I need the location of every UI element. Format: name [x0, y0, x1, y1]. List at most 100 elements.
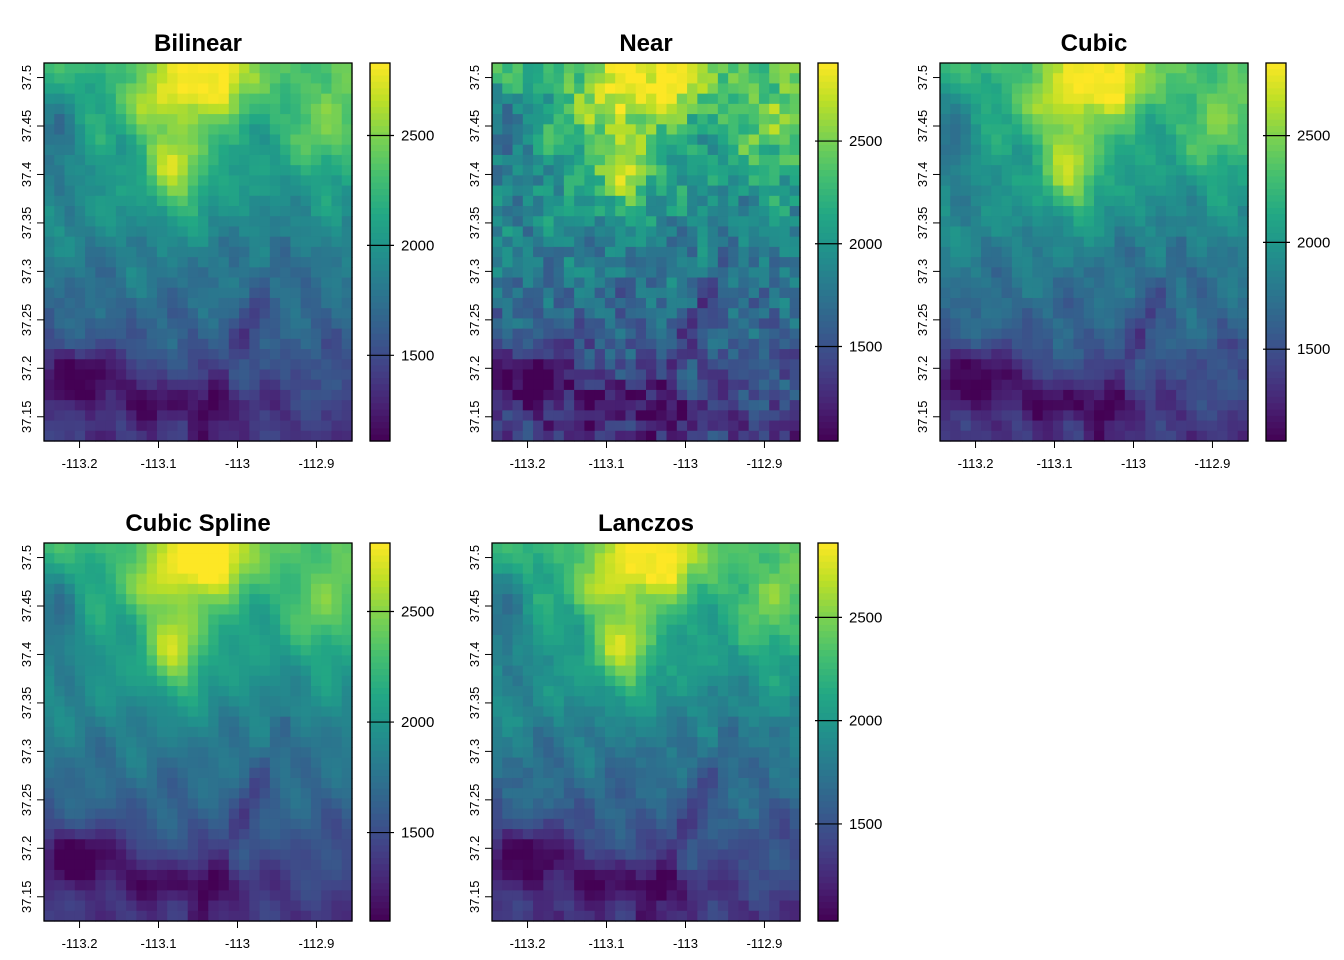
raster-cell — [1052, 267, 1064, 279]
raster-cell — [208, 297, 220, 309]
raster-cell — [310, 706, 322, 718]
raster-cell — [1114, 206, 1126, 217]
raster-cell — [1217, 400, 1229, 411]
raster-cell — [1063, 257, 1075, 268]
raster-cell — [44, 83, 55, 95]
raster-cell — [1135, 318, 1146, 330]
raster-cell — [789, 103, 801, 115]
raster-cell — [136, 880, 148, 891]
raster-cell — [1124, 277, 1136, 289]
colorbar-segment — [1266, 352, 1286, 360]
raster-cell — [198, 900, 209, 912]
raster-cell — [1001, 430, 1013, 442]
raster-cell — [1206, 308, 1218, 320]
raster-cell — [187, 277, 199, 289]
raster-cell — [228, 63, 240, 74]
raster-cell — [136, 645, 148, 656]
raster-cell — [522, 583, 534, 595]
raster-cell — [187, 93, 199, 105]
raster-cell — [44, 665, 55, 677]
raster-cell — [156, 818, 168, 830]
raster-cell — [1196, 349, 1208, 360]
raster-cell — [74, 103, 86, 115]
raster-cell — [341, 359, 353, 371]
raster-cell — [331, 737, 343, 748]
raster-cell — [249, 308, 261, 320]
raster-cell — [553, 124, 565, 136]
raster-cell — [300, 726, 312, 738]
raster-cell — [1001, 226, 1013, 238]
raster-cell — [44, 675, 55, 687]
raster-cell — [1217, 379, 1229, 391]
raster-cell — [553, 144, 565, 156]
raster-cell — [1011, 308, 1023, 320]
raster-cell — [290, 757, 302, 769]
raster-cell — [177, 308, 189, 320]
raster-cell — [522, 430, 534, 442]
raster-cell — [146, 675, 158, 687]
raster-cell — [758, 134, 770, 146]
raster-cell — [594, 165, 606, 176]
raster-cell — [115, 655, 127, 667]
raster-cell — [687, 185, 698, 197]
colorbar-segment — [370, 782, 390, 790]
raster-cell — [218, 379, 230, 391]
raster-cell — [1186, 257, 1198, 268]
raster-cell — [167, 420, 179, 432]
raster-cell — [1135, 226, 1146, 238]
raster-cell — [1104, 287, 1116, 299]
raster-cell — [615, 175, 627, 187]
raster-cell — [1135, 359, 1146, 371]
raster-cell — [1196, 83, 1208, 95]
raster-cell — [64, 829, 76, 840]
raster-cell — [970, 369, 982, 381]
raster-cell — [126, 706, 137, 718]
raster-cell — [1114, 246, 1126, 258]
raster-cell — [64, 216, 76, 228]
raster-cell — [1145, 114, 1157, 125]
plot-frame — [43, 62, 353, 442]
raster-cell — [970, 226, 982, 238]
raster-cell — [1032, 73, 1044, 85]
raster-cell — [594, 175, 606, 187]
raster-cell — [1176, 369, 1187, 381]
raster-cell — [769, 389, 781, 401]
raster-cell — [981, 175, 992, 187]
raster-cell — [136, 543, 148, 554]
raster-cell — [584, 236, 596, 248]
raster-cell — [341, 257, 353, 268]
raster-cell — [1083, 144, 1095, 156]
raster-cell — [331, 379, 343, 391]
raster-cell — [748, 430, 760, 442]
raster-cell — [1094, 318, 1105, 330]
raster-cell — [136, 338, 148, 350]
raster-cell — [156, 236, 168, 248]
raster-cell — [228, 737, 240, 748]
raster-cell — [208, 726, 220, 738]
colorbar-segment — [370, 687, 390, 695]
raster-cell — [290, 553, 302, 565]
raster-cell — [310, 216, 322, 228]
raster-cell — [208, 818, 220, 830]
raster-cell — [74, 308, 86, 320]
raster-cell — [940, 63, 951, 74]
raster-cell — [95, 175, 107, 187]
raster-cell — [717, 165, 729, 176]
raster-cell — [522, 594, 534, 605]
raster-cell — [1206, 134, 1218, 146]
raster-cell — [167, 634, 179, 646]
raster-cell — [707, 277, 719, 289]
raster-cell — [635, 246, 647, 258]
raster-cell — [290, 829, 302, 840]
raster-cell — [1206, 195, 1218, 207]
raster-cell — [136, 206, 148, 217]
raster-cell — [1135, 277, 1146, 289]
raster-cell — [321, 686, 333, 697]
raster-cell — [656, 338, 668, 350]
raster-cell — [1217, 277, 1229, 289]
raster-cell — [574, 379, 585, 391]
raster-cell — [228, 890, 240, 902]
raster-cell — [280, 318, 291, 330]
raster-cell — [615, 185, 627, 197]
raster-cell — [321, 675, 333, 687]
